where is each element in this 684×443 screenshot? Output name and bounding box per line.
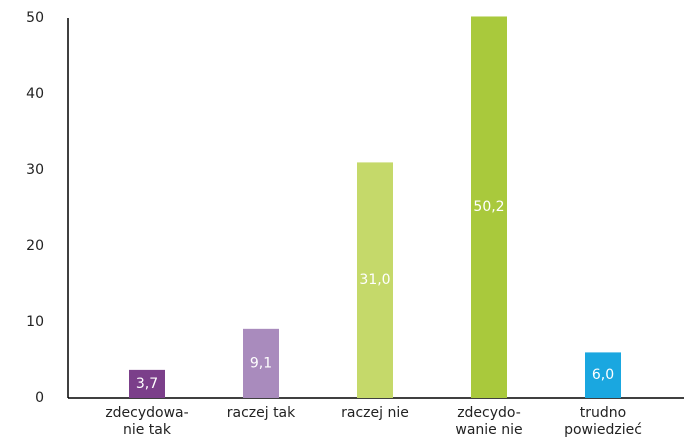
y-tick-label: 50 — [26, 10, 44, 26]
value-label: 3,7 — [136, 376, 158, 392]
bar — [129, 369, 165, 398]
y-tick-label: 30 — [26, 162, 44, 178]
x-tick-label: raczej nie — [341, 405, 409, 421]
x-tick-label: zdecydowa-nie tak — [105, 405, 188, 438]
x-tick-label: zdecydo-wanie nie — [455, 405, 522, 438]
bar — [243, 328, 279, 398]
value-label: 31,0 — [359, 272, 390, 288]
x-tick-label: trudno powiedzieć — [564, 405, 642, 438]
y-tick-label: 20 — [26, 238, 44, 254]
x-tick-label: raczej tak — [227, 405, 296, 421]
y-tick-label: 40 — [26, 86, 44, 102]
y-tick-label: 10 — [26, 314, 44, 330]
value-label: 50,2 — [473, 199, 504, 215]
y-tick-label: 0 — [35, 390, 44, 406]
bar — [585, 352, 621, 398]
bar — [357, 162, 393, 398]
bar — [471, 16, 507, 398]
value-label: 9,1 — [250, 355, 272, 371]
value-label: 6,0 — [592, 367, 614, 383]
